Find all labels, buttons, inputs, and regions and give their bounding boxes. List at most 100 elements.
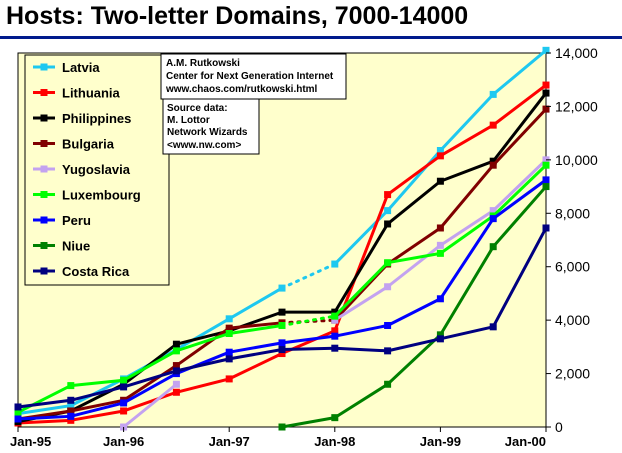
series-line-segment [122,349,178,382]
y-tick-label: 4,000 [555,312,590,328]
data-point [331,312,339,320]
series-line-segment [438,245,495,337]
data-point [172,362,180,370]
x-tick-label: Jan-98 [314,434,355,449]
data-point [172,380,180,388]
x-tick-label: Jan-96 [103,434,144,449]
series-line-segment [227,352,284,381]
series-line-segment [386,226,442,266]
series-line-segment [333,346,390,353]
data-point [489,157,497,165]
data-point [225,330,233,337]
data-point [331,308,339,316]
data-point [278,308,286,316]
title-underline [0,36,622,39]
series-line-segment [122,390,178,413]
data-point [331,414,339,422]
y-tick-label: 2,000 [555,366,590,382]
series-line-segment [438,214,495,255]
legend-swatch-marker [40,140,48,147]
legend-swatch-marker [40,191,48,198]
legend-label: Bulgaria [62,137,115,152]
series-yugoslavia [120,156,550,431]
series-line-segment [491,91,548,163]
series-line-segment [333,261,390,318]
y-tick-label: 8,000 [555,205,590,221]
x-tick-label: Jan-95 [10,434,51,449]
data-point [489,121,497,129]
legend-swatch-marker [40,242,48,249]
credit-line-2: Center for Next Generation Internet [166,71,334,82]
y-tick-label: 0 [555,419,563,435]
series-layer [14,46,550,431]
legend-swatch-marker [40,165,48,173]
data-point [384,259,392,267]
series-line-segment [174,357,231,373]
y-tick-label: 6,000 [555,259,590,275]
series-niue [278,183,550,431]
data-point [542,183,550,191]
data-point [278,321,286,329]
data-point [436,224,444,232]
data-point [225,315,233,323]
legend-item-niue: Niue [33,239,90,254]
series-line-segment [122,382,178,429]
series-line-segment [174,377,231,394]
x-tick-label: Jan-00 [505,434,546,449]
x-tick-label: Jan-99 [420,434,461,449]
series-line-segment [69,401,126,418]
data-point [331,344,339,352]
data-point [67,407,75,415]
data-point [331,327,339,335]
legend-swatch-marker [40,89,48,96]
series-line-segment [16,384,73,414]
data-point [542,105,550,113]
data-point [542,46,550,54]
series-peru [14,176,550,423]
data-point [278,284,286,292]
series-line-segment [280,346,337,352]
data-point [384,220,392,228]
data-point [172,388,180,396]
data-point [120,399,128,407]
data-point [489,323,497,331]
data-point [542,224,550,232]
series-line-segment [16,404,73,416]
legend-item-latvia: Latvia [33,60,100,75]
data-point [384,380,392,388]
series-line-segment [16,398,73,409]
legend-swatch-marker [40,267,48,275]
series-line-segment [491,163,548,218]
legend-item-peru: Peru [33,213,91,228]
series-line-segment [491,48,548,96]
data-point [489,207,497,215]
data-point [172,367,180,375]
series-line-segment [174,317,231,352]
data-point [278,346,286,354]
series-line-segment [227,323,284,335]
data-point [225,348,233,356]
source-line-3: Network Wizards [167,127,248,138]
legend-label: Latvia [62,60,100,75]
legend-item-philippines: Philippines [33,111,131,126]
series-line-segment [438,92,495,153]
series-line-segment [333,285,390,322]
data-point [172,347,180,355]
credit-box: A.M. Rutkowski Center for Next Generatio… [160,53,347,100]
series-line-segment [438,159,495,183]
series-line-segment [386,333,442,386]
series-line-segment [227,341,284,354]
y-tick-label: 10,000 [555,152,598,168]
series-line-segment [438,163,495,230]
series-line-segment [69,385,126,402]
credit-line-3: www.chaos.com/rutkowski.html [165,84,318,95]
data-point [331,332,339,340]
data-point [14,415,22,423]
series-line-segment [227,286,284,321]
source-line-1: Source data: [167,103,228,114]
data-point [67,416,75,424]
series-luxembourg [14,161,550,416]
series-line-segment [386,154,442,197]
legend-item-luxembourg: Luxembourg [33,188,141,203]
